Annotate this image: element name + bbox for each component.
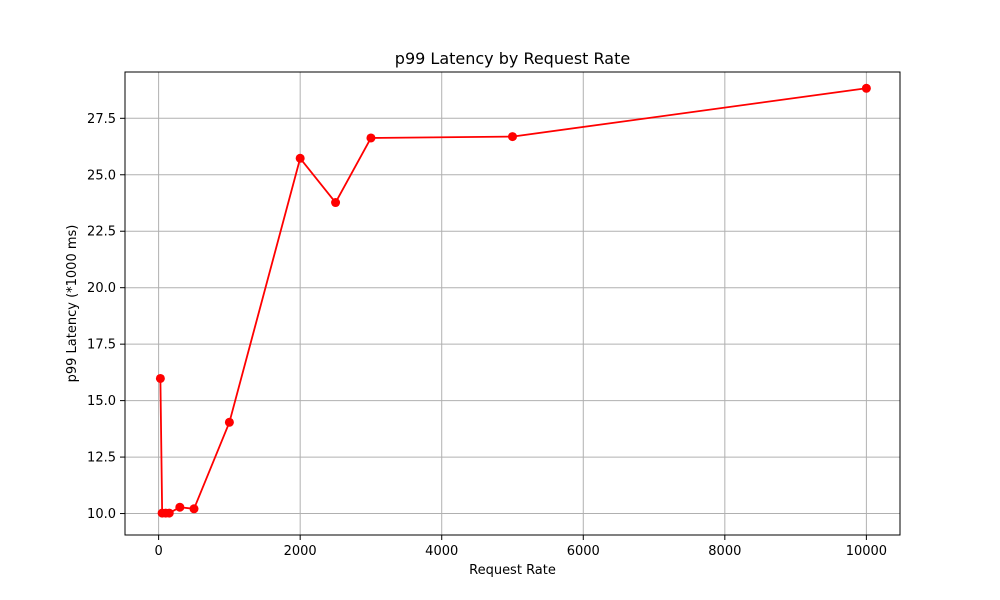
data-point [224,417,234,427]
data-point [331,198,341,208]
y-tick-label: 20.0 [87,281,116,296]
x-tick-label: 8000 [708,544,741,559]
data-point [175,502,185,512]
x-tick-label: 6000 [567,544,600,559]
series-layer [155,83,871,518]
y-tick-label: 10.0 [87,507,116,522]
y-axis-label: p99 Latency (*1000 ms) [65,225,80,383]
y-tick-label: 25.0 [87,168,116,183]
y-axis: 10.0 12.5 15.0 17.5 20.0 22.5 25.0 27.5 [87,112,125,522]
x-tick-label: 2000 [284,544,317,559]
grid-lines [125,72,900,535]
x-axis: 0 2000 4000 6000 8000 10000 [154,535,887,559]
y-tick-label: 22.5 [87,225,116,240]
data-point [861,83,871,93]
data-point [295,153,305,163]
data-point [366,133,376,143]
data-point [508,132,517,142]
series-line [159,87,867,514]
plot-frame [124,71,901,536]
data-point [155,373,165,383]
y-tick-label: 27.5 [87,112,116,127]
data-point [164,508,174,518]
chart-title: p99 Latency by Request Rate [395,49,630,68]
y-tick-label: 12.5 [87,451,116,466]
y-tick-label: 17.5 [87,338,116,353]
x-tick-label: 0 [154,544,162,559]
y-tick-label: 15.0 [87,394,116,409]
x-axis-label: Request Rate [469,563,556,578]
x-tick-label: 4000 [425,544,458,559]
x-tick-label: 10000 [846,544,887,559]
data-point [189,504,199,514]
